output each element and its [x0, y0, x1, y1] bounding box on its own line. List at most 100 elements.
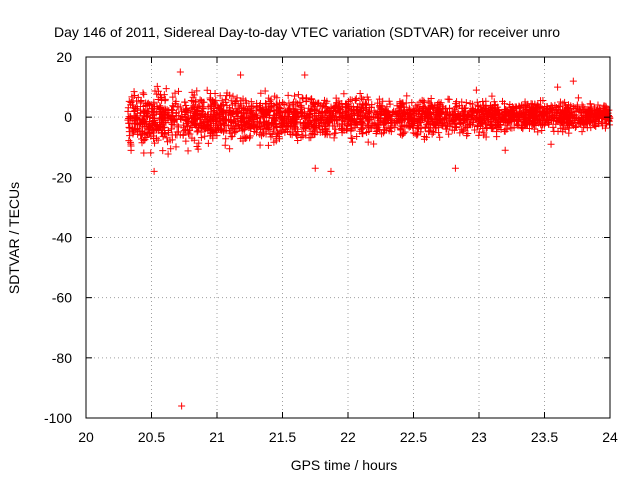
- data-point: [183, 120, 191, 128]
- data-point: [139, 118, 147, 126]
- data-point: [423, 133, 431, 141]
- y-tick-label: -100: [44, 410, 72, 426]
- data-point: [490, 112, 498, 120]
- data-point: [191, 98, 199, 106]
- data-point: [147, 149, 155, 157]
- data-point: [528, 121, 536, 129]
- data-point: [382, 116, 390, 124]
- data-point: [242, 99, 250, 107]
- data-point: [223, 102, 231, 110]
- data-point: [567, 102, 575, 110]
- data-point: [251, 118, 259, 126]
- data-point: [379, 107, 387, 115]
- x-tick-label: 21.5: [269, 429, 296, 445]
- data-point: [443, 108, 451, 116]
- data-point: [518, 123, 526, 131]
- data-point: [210, 116, 218, 124]
- data-point: [193, 142, 201, 150]
- data-point: [184, 147, 192, 155]
- data-point: [266, 130, 274, 138]
- data-point: [303, 119, 311, 127]
- data-point: [427, 103, 435, 111]
- data-point: [353, 115, 361, 123]
- data-point: [245, 124, 253, 132]
- data-point: [479, 108, 487, 116]
- data-point: [603, 119, 611, 127]
- data-point: [317, 101, 325, 109]
- data-point: [153, 82, 161, 90]
- data-point: [364, 122, 372, 130]
- data-point: [543, 103, 551, 111]
- data-point: [181, 126, 189, 134]
- data-point: [453, 123, 461, 131]
- data-point: [338, 103, 346, 111]
- data-point: [592, 106, 600, 114]
- data-point: [554, 83, 562, 91]
- data-point: [327, 109, 335, 117]
- data-point: [559, 128, 567, 136]
- data-point: [197, 97, 205, 105]
- data-point: [462, 99, 470, 107]
- data-point: [388, 118, 396, 126]
- data-point: [448, 126, 456, 134]
- data-point: [178, 402, 186, 410]
- data-point: [359, 130, 367, 138]
- data-point: [222, 116, 230, 124]
- data-point: [309, 112, 317, 120]
- data-point: [265, 125, 273, 133]
- data-point: [541, 107, 549, 115]
- data-point: [172, 143, 180, 151]
- data-point: [458, 125, 466, 133]
- data-point: [347, 121, 355, 129]
- data-point: [228, 101, 236, 109]
- data-point: [352, 97, 360, 105]
- data-point: [214, 103, 222, 111]
- data-point: [317, 116, 325, 124]
- data-point: [245, 106, 253, 114]
- data-point: [410, 108, 418, 116]
- data-point: [188, 88, 196, 96]
- data-point: [335, 97, 343, 105]
- data-point: [133, 97, 141, 105]
- data-point: [423, 121, 431, 129]
- data-point: [249, 102, 257, 110]
- data-point: [531, 108, 539, 116]
- data-point: [206, 94, 214, 102]
- data-point: [277, 108, 285, 116]
- data-point: [577, 108, 585, 116]
- data-point: [594, 101, 602, 109]
- data-point: [588, 103, 596, 111]
- data-point: [552, 114, 560, 122]
- x-axis-label: GPS time / hours: [291, 457, 398, 473]
- data-point: [571, 124, 579, 132]
- data-point: [305, 134, 313, 142]
- data-point: [322, 99, 330, 107]
- data-point: [532, 116, 540, 124]
- data-point: [137, 96, 145, 104]
- data-point: [426, 99, 434, 107]
- data-point: [154, 95, 162, 103]
- data-point: [310, 117, 318, 125]
- data-point: [162, 85, 170, 93]
- x-tick-label: 22: [340, 429, 356, 445]
- data-point: [167, 145, 175, 153]
- data-point: [480, 114, 488, 122]
- data-point: [204, 139, 212, 147]
- data-point: [396, 115, 404, 123]
- data-point: [416, 116, 424, 124]
- data-points: [124, 68, 614, 410]
- data-point: [193, 128, 201, 136]
- data-point: [189, 93, 197, 101]
- data-point: [537, 97, 545, 105]
- data-point: [125, 137, 133, 145]
- axis-ticks: [85, 56, 611, 419]
- data-point: [217, 125, 225, 133]
- data-point: [347, 102, 355, 110]
- data-point: [265, 94, 273, 102]
- data-point: [373, 110, 381, 118]
- data-point: [338, 120, 346, 128]
- data-point: [546, 112, 554, 120]
- data-point: [193, 107, 201, 115]
- data-point: [243, 133, 251, 141]
